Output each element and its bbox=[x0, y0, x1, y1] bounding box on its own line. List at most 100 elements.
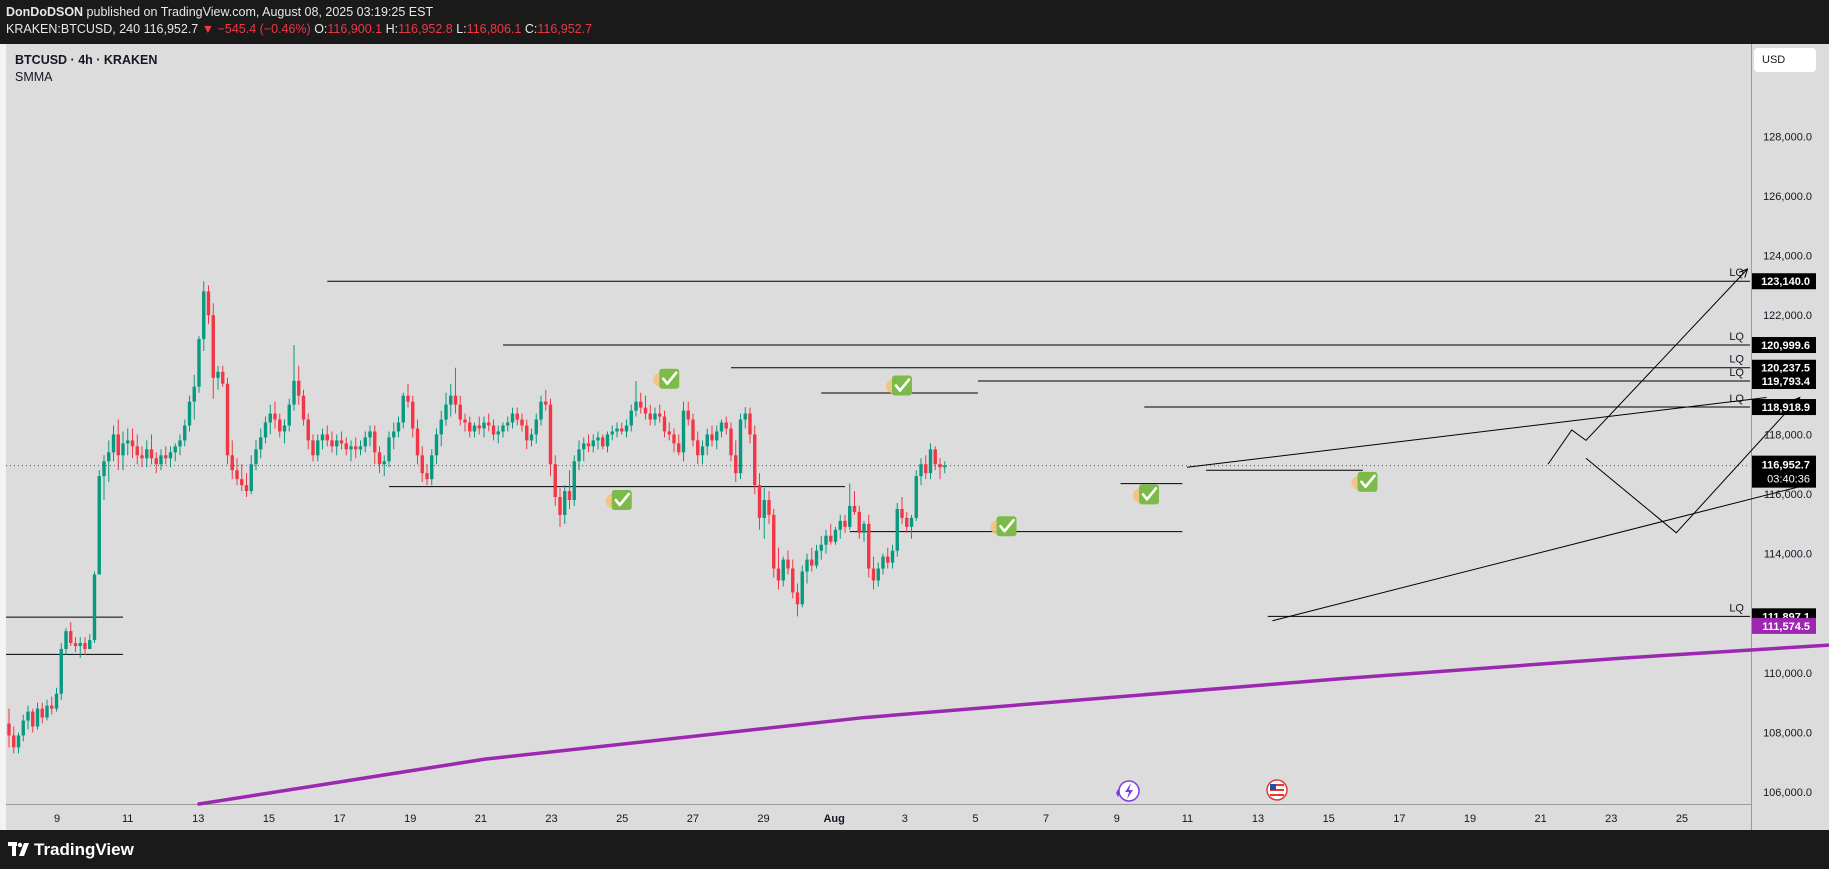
candle[interactable] bbox=[491, 419, 496, 441]
candle[interactable] bbox=[658, 404, 662, 423]
candle[interactable] bbox=[525, 419, 529, 450]
candle[interactable] bbox=[729, 422, 733, 462]
candle[interactable] bbox=[610, 425, 614, 441]
candle[interactable] bbox=[810, 547, 814, 572]
candle[interactable] bbox=[396, 416, 401, 438]
candle[interactable] bbox=[392, 422, 396, 450]
candle[interactable] bbox=[292, 345, 296, 411]
candle[interactable] bbox=[620, 422, 624, 435]
candle[interactable] bbox=[382, 455, 386, 477]
candle[interactable] bbox=[197, 336, 201, 393]
candle[interactable] bbox=[624, 419, 629, 438]
event-lightning-icon[interactable] bbox=[1116, 780, 1140, 802]
chart-pane[interactable] bbox=[6, 44, 1751, 830]
candle[interactable] bbox=[943, 461, 947, 474]
candle[interactable] bbox=[121, 431, 125, 471]
candle[interactable] bbox=[848, 483, 852, 530]
candle[interactable] bbox=[126, 428, 130, 456]
candle[interactable] bbox=[259, 428, 263, 459]
candle[interactable] bbox=[677, 434, 681, 456]
candle[interactable] bbox=[715, 425, 719, 450]
candle[interactable] bbox=[501, 422, 505, 438]
candle[interactable] bbox=[634, 380, 638, 417]
currency-button[interactable]: USD bbox=[1754, 48, 1816, 72]
candle[interactable] bbox=[506, 416, 510, 432]
candle[interactable] bbox=[468, 416, 472, 438]
candle[interactable] bbox=[629, 404, 633, 432]
candle[interactable] bbox=[69, 622, 73, 647]
candle[interactable] bbox=[349, 440, 353, 462]
candle[interactable] bbox=[748, 407, 752, 444]
candle[interactable] bbox=[724, 416, 728, 435]
brand-name[interactable]: TradingView bbox=[34, 840, 134, 859]
candle[interactable] bbox=[330, 431, 334, 453]
candle[interactable] bbox=[40, 702, 44, 724]
candle[interactable] bbox=[553, 455, 557, 506]
candle[interactable] bbox=[354, 437, 358, 459]
candle[interactable] bbox=[924, 455, 928, 480]
candle[interactable] bbox=[605, 431, 610, 453]
candle[interactable] bbox=[278, 413, 282, 438]
candle[interactable] bbox=[202, 281, 206, 351]
time-axis[interactable] bbox=[6, 804, 1751, 830]
candle[interactable] bbox=[833, 526, 838, 545]
candle[interactable] bbox=[905, 511, 909, 533]
candle[interactable] bbox=[734, 440, 738, 483]
candle[interactable] bbox=[64, 628, 68, 655]
candle[interactable] bbox=[59, 643, 63, 700]
candle[interactable] bbox=[639, 392, 643, 414]
candle[interactable] bbox=[890, 544, 895, 569]
candle[interactable] bbox=[776, 547, 781, 590]
candle[interactable] bbox=[21, 714, 25, 742]
author-name[interactable]: DonDoDSON bbox=[6, 5, 84, 19]
candle[interactable] bbox=[268, 404, 272, 435]
candle[interactable] bbox=[173, 443, 177, 462]
candle[interactable] bbox=[273, 401, 277, 429]
candle[interactable] bbox=[472, 422, 477, 438]
candle[interactable] bbox=[406, 383, 410, 408]
candle[interactable] bbox=[183, 419, 187, 447]
candle[interactable] bbox=[430, 449, 434, 486]
smma-line[interactable] bbox=[197, 626, 1829, 806]
candle[interactable] bbox=[449, 383, 453, 417]
candle[interactable] bbox=[886, 547, 890, 569]
channel-lower-trendline[interactable] bbox=[1272, 486, 1800, 622]
candle[interactable] bbox=[686, 401, 690, 426]
candle[interactable] bbox=[111, 425, 116, 462]
candle[interactable] bbox=[909, 514, 914, 539]
candle[interactable] bbox=[876, 562, 880, 587]
candle[interactable] bbox=[453, 367, 458, 414]
candle[interactable] bbox=[339, 431, 344, 450]
candle[interactable] bbox=[586, 434, 591, 453]
candle[interactable] bbox=[401, 392, 405, 429]
candle[interactable] bbox=[316, 434, 320, 462]
candle[interactable] bbox=[667, 422, 671, 441]
candle[interactable] bbox=[800, 565, 804, 608]
candle[interactable] bbox=[235, 458, 239, 486]
candle[interactable] bbox=[719, 419, 724, 438]
candle[interactable] bbox=[149, 434, 154, 465]
legend-indicator[interactable]: SMMA bbox=[15, 70, 53, 84]
candle[interactable] bbox=[871, 556, 876, 590]
candle[interactable] bbox=[895, 502, 899, 557]
candle[interactable] bbox=[225, 377, 230, 465]
candle[interactable] bbox=[140, 446, 144, 468]
candle[interactable] bbox=[335, 434, 339, 456]
candle[interactable] bbox=[230, 440, 234, 480]
channel-upper-trendline[interactable] bbox=[1186, 396, 1767, 468]
candle[interactable] bbox=[301, 389, 306, 426]
candle[interactable] bbox=[45, 699, 49, 721]
candle[interactable] bbox=[577, 440, 581, 471]
candle[interactable] bbox=[534, 413, 538, 444]
candle[interactable] bbox=[373, 425, 377, 465]
candle[interactable] bbox=[311, 434, 315, 462]
candle[interactable] bbox=[344, 437, 348, 456]
candle[interactable] bbox=[368, 425, 372, 447]
candle[interactable] bbox=[78, 637, 82, 658]
candle[interactable] bbox=[596, 431, 600, 450]
candle[interactable] bbox=[691, 413, 695, 447]
candle[interactable] bbox=[320, 428, 325, 450]
candle[interactable] bbox=[411, 395, 415, 438]
candle[interactable] bbox=[482, 416, 486, 438]
